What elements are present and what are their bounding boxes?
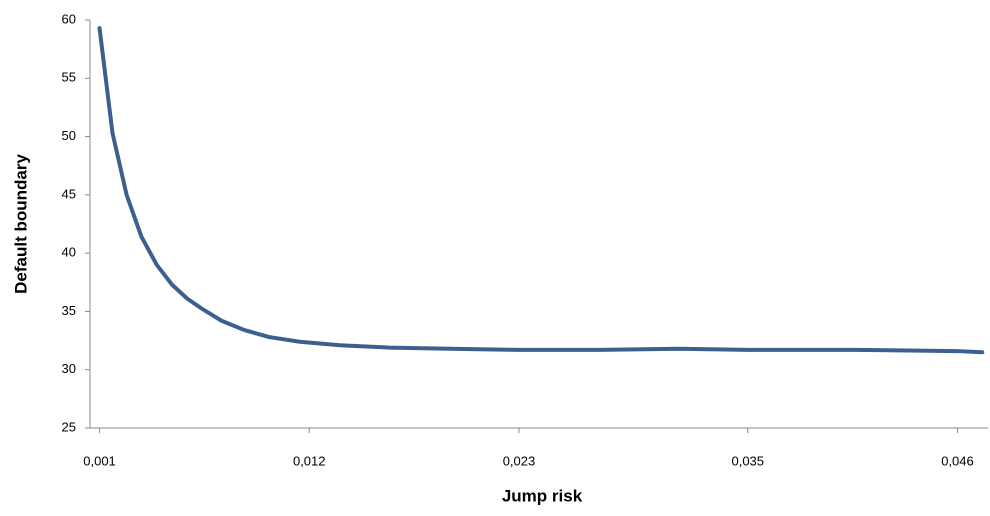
y-tick-label: 40 — [62, 245, 76, 260]
x-tick-label: 0,046 — [941, 453, 974, 468]
y-tick-label: 30 — [62, 361, 76, 376]
x-tick-label: 0,023 — [503, 453, 536, 468]
y-tick-label: 25 — [62, 419, 76, 434]
y-tick-label: 45 — [62, 186, 76, 201]
x-axis-title: Jump risk — [502, 486, 583, 505]
x-tick-label: 0,035 — [731, 453, 764, 468]
y-tick-label: 55 — [62, 70, 76, 85]
y-tick-label: 60 — [62, 11, 76, 26]
y-tick-label: 50 — [62, 128, 76, 143]
x-tick-label: 0,012 — [293, 453, 326, 468]
x-tick-label: 0,001 — [83, 453, 116, 468]
line — [97, 26, 985, 355]
y-axis-title: Default boundary — [11, 154, 30, 294]
y-tick-label: 35 — [62, 303, 76, 318]
